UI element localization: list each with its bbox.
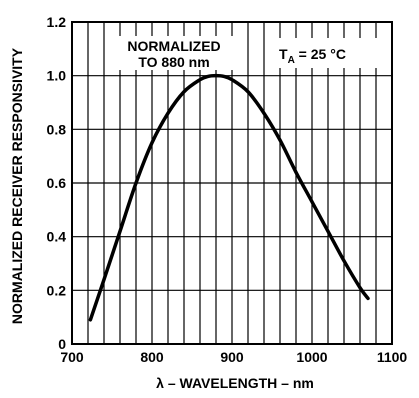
annotation-normalized-line1: NORMALIZED	[127, 38, 220, 54]
y-tick-label: 0	[58, 336, 66, 352]
grid	[72, 22, 392, 344]
x-tick-label: 1100	[377, 349, 408, 365]
x-tick-label: 700	[60, 349, 84, 365]
y-tick-label: 1.0	[47, 68, 67, 84]
x-tick-label: 800	[140, 349, 164, 365]
annotation-normalized-bg	[113, 36, 235, 70]
annotation-normalized-line2: TO 880 nm	[138, 54, 209, 70]
y-tick-label: 1.2	[47, 14, 67, 30]
x-tick-label: 900	[220, 349, 244, 365]
y-tick-label: 0.4	[47, 229, 67, 245]
annotation-temperature: TA = 25 °C	[272, 38, 382, 68]
tick-labels: 700 800 900 1000 1100 0 0.2 0.4 0.6 0.8 1.0 1.2	[47, 14, 408, 365]
y-axis-title: NORMALIZED RECEIVER RESPONSIVITY	[9, 47, 25, 324]
temperature-symbol: T	[279, 46, 288, 62]
series-line-responsivity	[88, 73, 370, 322]
y-tick-label: 0.6	[47, 175, 67, 191]
annotation-temperature: TA = 25 °C	[279, 46, 346, 66]
x-axis-title: λ – WAVELENGTH – nm	[156, 375, 314, 391]
temperature-value: = 25 °C	[295, 46, 346, 62]
y-tick-label: 0.2	[47, 282, 67, 298]
y-tick-label: 0.8	[47, 121, 67, 137]
x-tick-label: 1000	[296, 349, 327, 365]
annotation-temperature-bg	[272, 38, 382, 68]
annotation-normalized: NORMALIZED TO 880 nm	[113, 36, 235, 70]
plot-frame	[71, 21, 393, 345]
temperature-subscript: A	[288, 55, 295, 66]
